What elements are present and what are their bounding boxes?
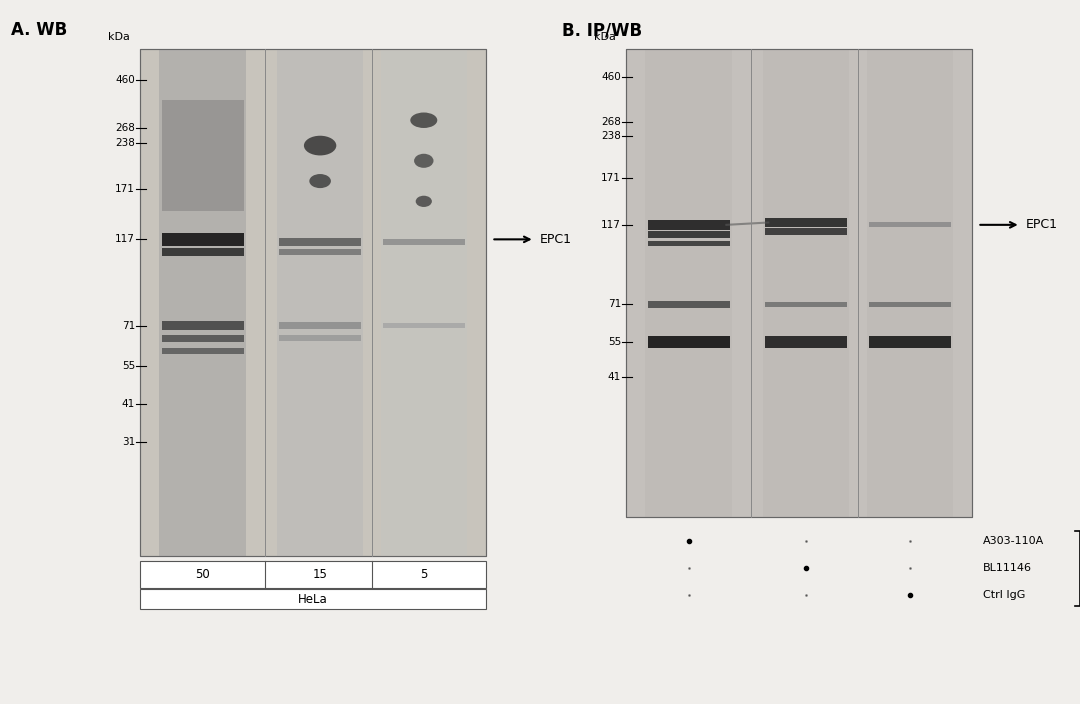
Text: 117: 117 <box>116 234 135 244</box>
Bar <box>382 239 464 245</box>
Text: Ctrl IgG: Ctrl IgG <box>983 590 1025 600</box>
Text: A303-110A: A303-110A <box>983 536 1044 546</box>
Bar <box>162 321 244 329</box>
Text: 71: 71 <box>122 320 135 331</box>
Text: 41: 41 <box>122 399 135 409</box>
Text: kDa: kDa <box>108 32 130 42</box>
Text: 50: 50 <box>195 568 210 581</box>
Bar <box>162 248 244 256</box>
Bar <box>380 49 467 556</box>
Ellipse shape <box>414 153 433 168</box>
Bar <box>279 238 361 246</box>
Bar <box>279 322 361 329</box>
Text: EPC1: EPC1 <box>540 233 572 246</box>
Ellipse shape <box>416 196 432 207</box>
Text: kDa: kDa <box>594 32 616 42</box>
Text: 41: 41 <box>608 372 621 382</box>
Bar <box>140 589 486 609</box>
Bar <box>765 228 847 235</box>
Bar <box>765 301 847 307</box>
Text: 238: 238 <box>116 138 135 148</box>
Bar <box>626 49 972 517</box>
Bar <box>162 348 244 353</box>
Text: 55: 55 <box>608 337 621 347</box>
Text: 460: 460 <box>602 73 621 82</box>
Text: 55: 55 <box>122 361 135 371</box>
Text: 460: 460 <box>116 75 135 84</box>
Bar <box>646 49 732 517</box>
Ellipse shape <box>410 113 437 128</box>
Bar <box>648 220 730 230</box>
Bar <box>382 323 464 328</box>
Bar <box>160 49 246 556</box>
Bar <box>648 231 730 238</box>
Text: 71: 71 <box>608 299 621 310</box>
Text: BL11146: BL11146 <box>983 563 1031 573</box>
Text: 117: 117 <box>602 220 621 230</box>
Bar <box>762 49 849 517</box>
Text: EPC1: EPC1 <box>1026 218 1058 232</box>
Text: B. IP/WB: B. IP/WB <box>562 21 642 39</box>
Bar <box>279 249 361 256</box>
Bar <box>140 49 486 556</box>
Bar <box>866 49 953 517</box>
Bar <box>162 334 244 341</box>
Bar <box>868 336 950 348</box>
Bar <box>868 301 950 307</box>
Bar <box>140 561 486 588</box>
Bar <box>162 233 244 246</box>
Text: 171: 171 <box>602 173 621 183</box>
Bar <box>648 336 730 348</box>
Text: 5: 5 <box>420 568 428 581</box>
Bar <box>279 335 361 341</box>
Text: 238: 238 <box>602 131 621 141</box>
Ellipse shape <box>309 174 330 188</box>
Text: 268: 268 <box>602 117 621 127</box>
Text: 15: 15 <box>313 568 327 581</box>
Bar <box>276 49 363 556</box>
Text: 268: 268 <box>116 122 135 133</box>
Text: 171: 171 <box>116 184 135 194</box>
Ellipse shape <box>303 136 336 156</box>
Bar <box>648 241 730 246</box>
Bar <box>626 49 972 517</box>
Text: A. WB: A. WB <box>11 21 67 39</box>
Text: HeLa: HeLa <box>298 593 328 605</box>
Text: 31: 31 <box>122 437 135 447</box>
Bar <box>648 301 730 308</box>
Bar <box>140 49 486 556</box>
Bar <box>765 218 847 227</box>
Bar <box>868 222 950 227</box>
Bar <box>162 100 244 211</box>
Bar <box>765 337 847 348</box>
